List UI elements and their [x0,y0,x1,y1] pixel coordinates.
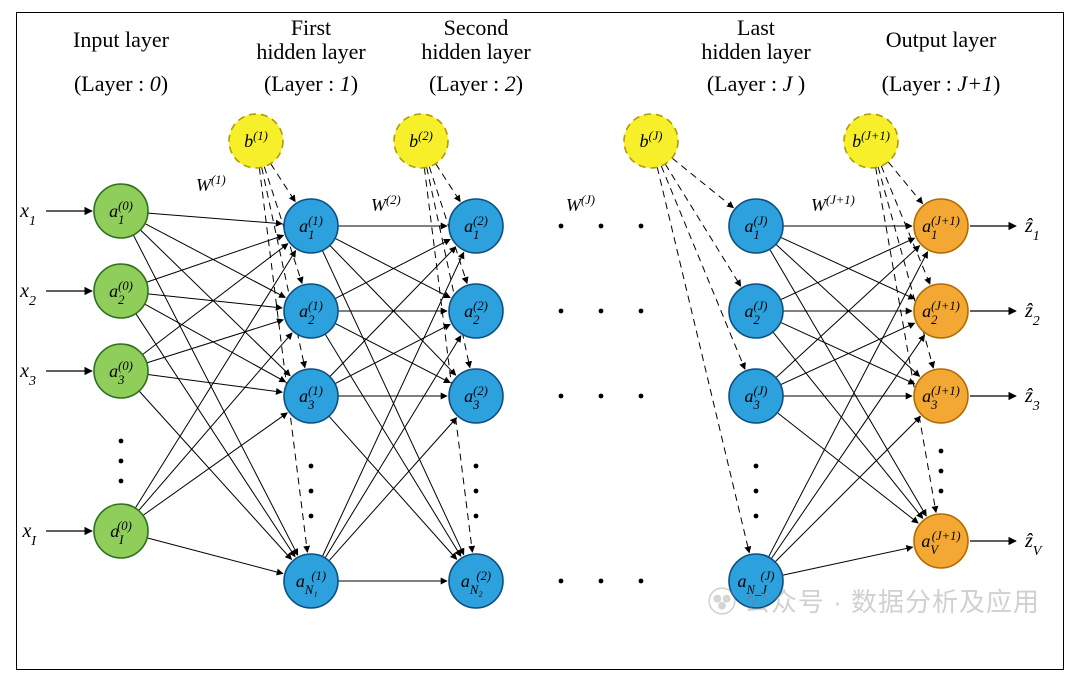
layer-sub-L2: (Layer : 2) [429,71,523,96]
layer-title-L1-1: hidden layer [256,39,366,64]
weight-label-L1: W(1) [196,173,226,195]
gap-dot [599,579,604,584]
weight-label-LJ: W(J) [566,193,595,215]
output-label-1: ẑ2 [1024,300,1040,329]
gap-dot [559,579,564,584]
gap-dot [599,224,604,229]
layer-title-L2-0: Second [444,15,509,40]
gap-dot [559,309,564,314]
gap-dot [639,224,644,229]
gap-dot [639,579,644,584]
gap-dot [559,224,564,229]
weight-label-Lout: W(J+1) [811,193,855,215]
output-label-0: ẑ1 [1024,215,1040,244]
layer-title-LJ-1: hidden layer [701,39,811,64]
gap-dot [639,309,644,314]
layer-sub-LJ: (Layer : J ) [707,71,805,96]
input-label-3: xI [21,520,37,549]
layer-title-L0-0: Input layer [73,27,170,52]
output-label-2: ẑ3 [1024,385,1040,414]
layer-title-L1-0: First [291,15,331,40]
gap-dot [559,394,564,399]
gap-dot [599,394,604,399]
layer-title-L2-1: hidden layer [421,39,531,64]
input-label-0: x1 [19,200,36,229]
output-label-3: ẑV [1024,530,1043,559]
nn-diagram: a1(0)a2(0)a3(0)aI(0)a1(1)a2(1)a3(1)aN₁(1… [17,13,1065,671]
weight-label-L2: W(2) [371,193,401,215]
layer-title-Lout-0: Output layer [886,27,997,52]
layer-sub-Lout: (Layer : J+1) [882,71,1001,96]
layer-title-LJ-0: Last [737,15,775,40]
diagram-frame: a1(0)a2(0)a3(0)aI(0)a1(1)a2(1)a3(1)aN₁(1… [16,12,1064,670]
input-label-1: x2 [19,280,36,309]
layer-sub-L0: (Layer : 0) [74,71,168,96]
gap-dot [639,394,644,399]
gap-dot [599,309,604,314]
input-label-2: x3 [19,360,36,389]
layer-sub-L1: (Layer : 1) [264,71,358,96]
